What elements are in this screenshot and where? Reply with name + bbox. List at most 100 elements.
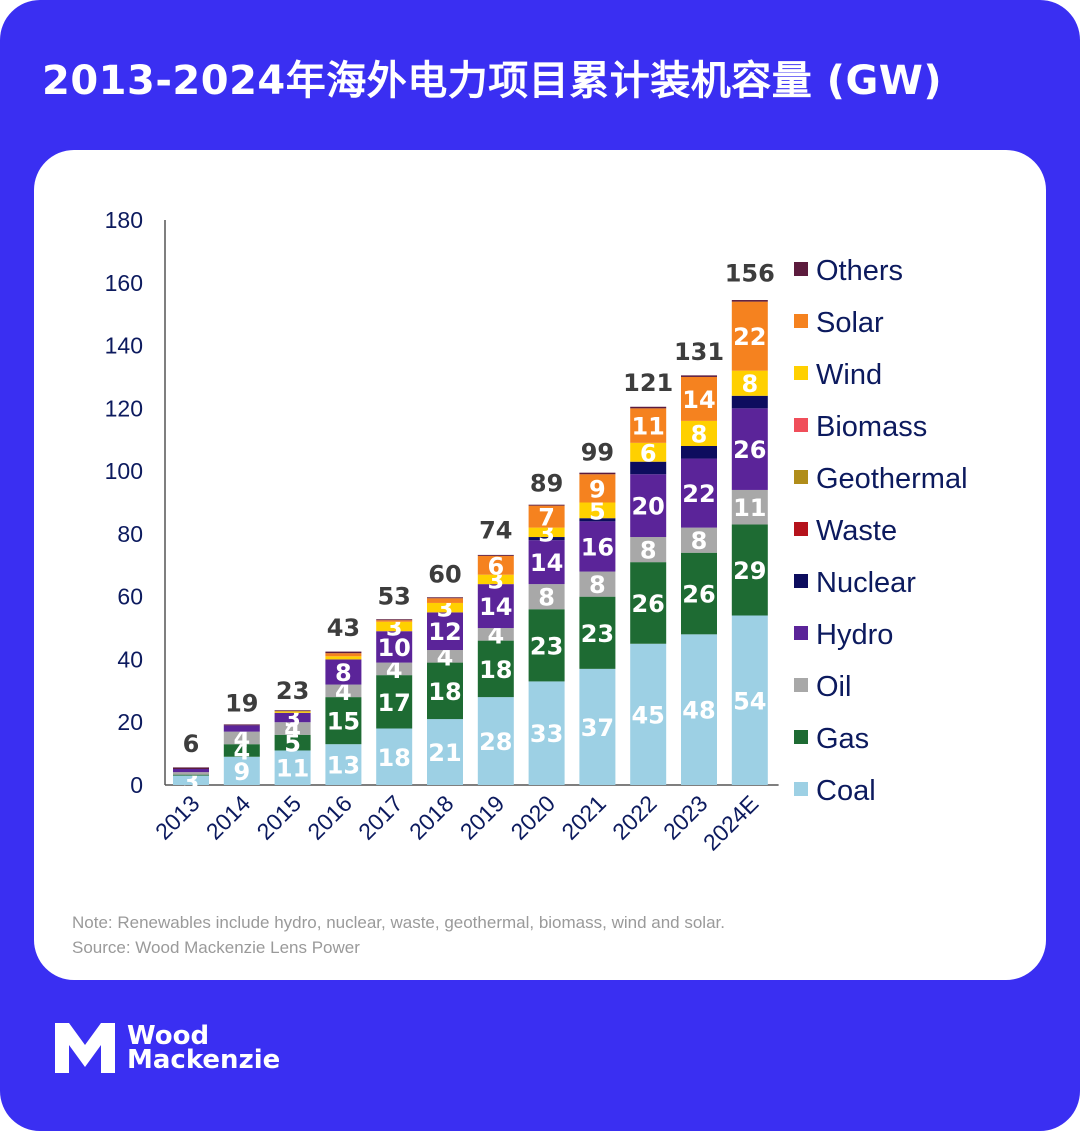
data-label-oil: 11 [733, 494, 766, 522]
bar-segment-coal [731, 615, 768, 785]
bar-segment-oil [528, 584, 565, 610]
bar-segment-coal [173, 775, 209, 785]
bar-segment-solar [427, 598, 463, 603]
bar-segment-coal [528, 681, 565, 785]
legend-label-nuclear: Nuclear [816, 567, 916, 599]
bar-segment-solar [731, 301, 768, 371]
bar-segment-gas [477, 640, 514, 698]
data-label-coal: 45 [631, 701, 664, 729]
y-tick-label: 120 [105, 395, 143, 421]
y-tick-label: 40 [117, 646, 143, 672]
legend-swatch-coal [794, 782, 808, 796]
bar-segment-wind [731, 370, 768, 396]
y-tick-label: 140 [105, 333, 143, 359]
wood-mackenzie-logo-icon [55, 1022, 115, 1073]
bar-segment-others [477, 554, 514, 556]
bar-segment-oil [731, 489, 768, 525]
bar-segment-gas [274, 734, 311, 751]
total-label: 19 [225, 689, 258, 717]
data-label-hydro: 12 [428, 618, 461, 646]
legend-label-solar: Solar [816, 307, 884, 339]
data-label-coal: 18 [377, 744, 410, 772]
data-label-oil: 8 [538, 584, 555, 612]
data-label-solar: 7 [538, 504, 555, 532]
bar-segment-gas [427, 662, 463, 720]
bar-segment-oil [579, 571, 616, 597]
data-label-oil: 8 [589, 571, 606, 599]
bar-segment-oil [630, 537, 667, 563]
bar-segment-nuclear [579, 518, 616, 522]
bar-segment-others [173, 767, 209, 769]
bar-segment-others [376, 619, 413, 621]
legend-label-geothermal: Geothermal [816, 463, 968, 495]
bar-segment-hydro [427, 612, 463, 651]
data-label-hydro: 22 [682, 480, 715, 508]
total-label: 74 [479, 517, 512, 545]
bar-segment-solar [630, 408, 667, 443]
data-label-hydro: 16 [581, 533, 614, 561]
brand-name-line1: Wood [127, 1020, 210, 1051]
bar-segment-oil [681, 527, 717, 553]
x-tick-label: 2024E [698, 790, 763, 855]
data-label-solar: 9 [589, 475, 606, 503]
data-label-hydro: 14 [479, 593, 512, 621]
data-label-coal: 48 [682, 697, 715, 725]
bar-segment-gas [173, 774, 209, 776]
bar-segment-hydro [477, 584, 514, 629]
total-label: 23 [276, 677, 309, 705]
bar-segment-hydro [731, 408, 768, 490]
data-label-oil: 4 [487, 621, 504, 649]
source-text: Source: Wood Mackenzie Lens Power [72, 938, 360, 957]
x-tick-label: 2022 [607, 790, 662, 845]
data-label-hydro: 14 [530, 549, 563, 577]
bar-segment-hydro [223, 725, 260, 732]
y-tick-label: 0 [130, 772, 143, 798]
legend-swatch-solar [794, 314, 808, 328]
bar-segment-solar [477, 555, 514, 575]
bar-segment-wind [376, 621, 413, 632]
bar-segment-solar [376, 620, 413, 622]
stacked-bar-chart: 0204060801001201401601803620139441920141… [105, 207, 968, 856]
data-label-coal: 9 [233, 758, 250, 786]
data-label-wind: 8 [741, 370, 758, 398]
data-label-oil: 4 [233, 725, 250, 753]
data-label-gas: 29 [733, 557, 766, 585]
bar-segment-nuclear [681, 446, 717, 459]
bar-segment-gas [579, 596, 616, 669]
legend-label-waste: Waste [816, 515, 897, 547]
total-label: 99 [581, 438, 614, 466]
data-label-gas: 18 [428, 678, 461, 706]
bar-segment-wind [477, 574, 514, 585]
bar-segment-gas [630, 562, 667, 644]
bar-segment-oil [173, 772, 209, 775]
bar-segment-hydro [681, 458, 717, 528]
bar-segment-others [223, 724, 260, 726]
data-label-solar: 11 [631, 413, 664, 441]
data-label-coal: 11 [276, 755, 309, 783]
bar-segment-oil [427, 650, 463, 663]
data-label-hydro: 3 [284, 705, 301, 733]
data-label-oil: 4 [437, 643, 454, 671]
total-label: 53 [377, 583, 410, 611]
bar-segment-wind [274, 711, 311, 713]
bar-segment-oil [325, 684, 362, 698]
bar-segment-hydro [173, 768, 209, 773]
y-tick-label: 100 [105, 458, 143, 484]
brand-name-line2: Mackenzie [127, 1044, 281, 1075]
bar-segment-solar [325, 653, 362, 657]
legend-swatch-geothermal [794, 470, 808, 484]
bar-segment-gas [325, 697, 362, 745]
bar-segment-gas [528, 609, 565, 682]
legend-swatch-biomass [794, 418, 808, 432]
data-label-hydro: 26 [733, 436, 766, 464]
data-label-gas: 26 [682, 581, 715, 609]
bar-segment-gas [681, 552, 717, 635]
bar-segment-coal [630, 643, 667, 785]
data-label-oil: 8 [691, 527, 708, 555]
legend-label-biomass: Biomass [816, 411, 927, 443]
bar-segment-coal [223, 756, 260, 785]
bar-segment-oil [223, 731, 260, 745]
legend-label-hydro: Hydro [816, 619, 893, 651]
bar-segment-hydro [579, 521, 616, 572]
